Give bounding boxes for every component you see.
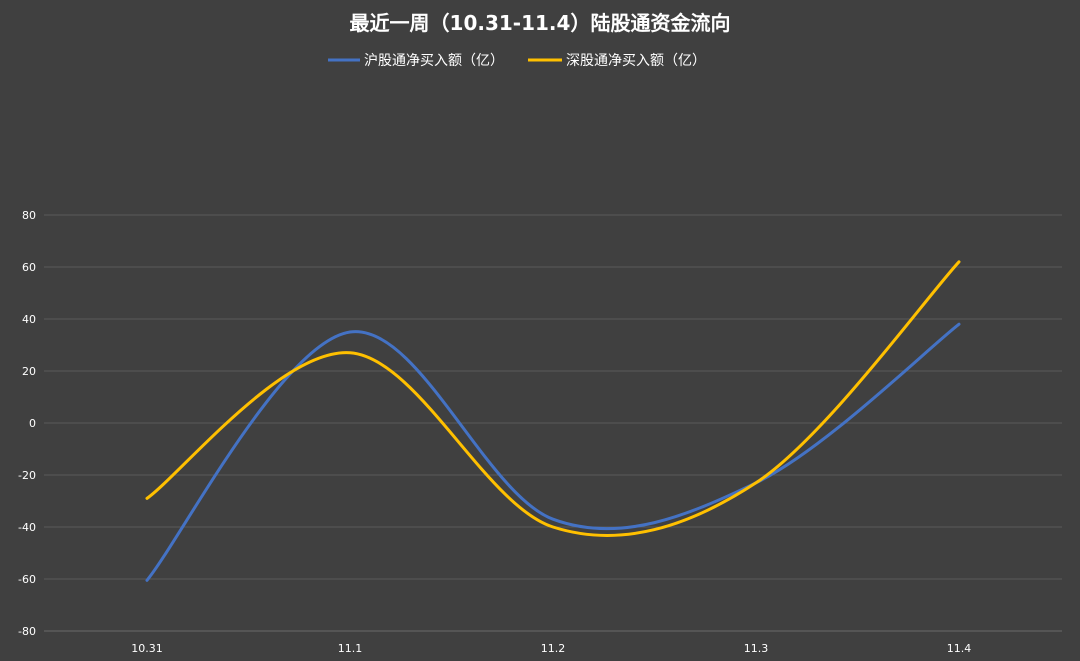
x-tick-label: 10.31 — [131, 642, 163, 655]
legend-label-sh: 沪股通净买入额（亿） — [364, 53, 504, 69]
y-axis-ticks: 80 60 40 20 0 -20 -40 -60 -80 — [18, 209, 36, 638]
x-tick-label: 11.1 — [338, 642, 363, 655]
y-tick-label: 0 — [29, 417, 36, 430]
x-tick-label: 11.2 — [541, 642, 566, 655]
y-tick-label: -20 — [18, 469, 36, 482]
y-tick-label: -80 — [18, 625, 36, 638]
legend-item-sz: 深股通净买入额（亿） — [528, 53, 706, 69]
y-tick-label: 20 — [22, 365, 36, 378]
x-tick-label: 11.3 — [744, 642, 769, 655]
y-tick-label: -40 — [18, 521, 36, 534]
legend-label-sz: 深股通净买入额（亿） — [566, 53, 706, 69]
y-tick-label: 60 — [22, 261, 36, 274]
series-line-1 — [145, 260, 961, 537]
x-axis-ticks: 10.31 11.1 11.2 11.3 11.4 — [131, 642, 971, 655]
chart-title: 最近一周（10.31-11.4）陆股通资金流向 — [350, 11, 731, 35]
series-lines — [145, 260, 961, 582]
legend-item-sh: 沪股通净买入额（亿） — [328, 53, 504, 69]
y-tick-label: -60 — [18, 573, 36, 586]
y-tick-label: 80 — [22, 209, 36, 222]
legend: 沪股通净买入额（亿） 深股通净买入额（亿） — [328, 53, 706, 69]
x-tick-label: 11.4 — [947, 642, 972, 655]
y-tick-label: 40 — [22, 313, 36, 326]
grid — [44, 214, 1062, 632]
series-line-0 — [145, 322, 961, 582]
